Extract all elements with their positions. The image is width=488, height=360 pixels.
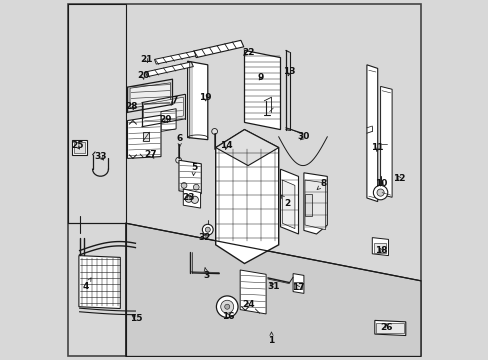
Polygon shape — [292, 274, 303, 293]
Polygon shape — [280, 169, 298, 234]
Text: 1: 1 — [268, 332, 274, 345]
Text: 8: 8 — [317, 179, 326, 189]
Circle shape — [220, 300, 233, 313]
Text: 32: 32 — [198, 233, 210, 242]
Bar — [375, 323, 403, 333]
Text: 5: 5 — [191, 163, 197, 176]
Polygon shape — [79, 256, 120, 309]
Circle shape — [216, 296, 238, 318]
Text: 11: 11 — [371, 143, 383, 152]
Text: 22: 22 — [242, 48, 254, 57]
Bar — [74, 142, 84, 153]
Text: 18: 18 — [374, 246, 387, 255]
Polygon shape — [161, 109, 176, 131]
Text: 19: 19 — [198, 93, 211, 102]
Polygon shape — [305, 180, 325, 230]
Circle shape — [181, 183, 186, 188]
Polygon shape — [366, 65, 377, 202]
Polygon shape — [183, 189, 200, 208]
Polygon shape — [374, 320, 405, 336]
Circle shape — [202, 224, 213, 235]
Circle shape — [211, 129, 217, 134]
Circle shape — [205, 227, 210, 232]
Circle shape — [191, 196, 198, 203]
Polygon shape — [187, 61, 207, 140]
Bar — [294, 282, 302, 289]
Circle shape — [373, 185, 387, 200]
Text: 13: 13 — [283, 68, 295, 77]
Polygon shape — [240, 270, 265, 314]
Text: 4: 4 — [83, 278, 91, 291]
Polygon shape — [127, 115, 161, 158]
Polygon shape — [130, 83, 170, 108]
Polygon shape — [179, 160, 201, 194]
Bar — [304, 194, 311, 216]
Polygon shape — [380, 86, 391, 197]
Text: 12: 12 — [392, 174, 405, 183]
Bar — [142, 132, 149, 141]
Bar — [72, 140, 87, 155]
Circle shape — [175, 157, 181, 163]
Text: 25: 25 — [71, 141, 83, 150]
Text: 16: 16 — [222, 312, 234, 321]
Text: 31: 31 — [266, 282, 279, 291]
Polygon shape — [154, 51, 196, 64]
Text: 21: 21 — [140, 55, 152, 64]
Text: 6: 6 — [176, 134, 183, 147]
Text: 27: 27 — [144, 150, 157, 159]
Text: 15: 15 — [130, 314, 142, 323]
Text: 33: 33 — [94, 152, 106, 161]
Text: 3: 3 — [203, 268, 209, 280]
Text: 30: 30 — [297, 132, 309, 141]
Polygon shape — [282, 180, 294, 229]
Polygon shape — [193, 40, 244, 58]
Polygon shape — [125, 223, 420, 356]
Text: 14: 14 — [220, 141, 232, 150]
Text: 10: 10 — [374, 179, 386, 188]
Text: 9: 9 — [257, 73, 264, 82]
Polygon shape — [143, 97, 183, 123]
Circle shape — [193, 184, 199, 190]
Polygon shape — [145, 62, 193, 77]
Polygon shape — [371, 238, 387, 256]
Polygon shape — [303, 173, 326, 234]
Polygon shape — [215, 130, 278, 264]
Text: 28: 28 — [124, 102, 137, 111]
Bar — [373, 243, 386, 253]
Polygon shape — [215, 130, 278, 166]
Polygon shape — [244, 50, 280, 130]
Text: 29: 29 — [160, 115, 172, 124]
Text: 24: 24 — [241, 300, 254, 309]
Text: 26: 26 — [380, 323, 392, 332]
Text: 7: 7 — [171, 96, 177, 105]
Circle shape — [224, 304, 229, 309]
Circle shape — [185, 195, 192, 202]
Text: 20: 20 — [137, 71, 149, 80]
Text: 17: 17 — [292, 284, 304, 292]
Polygon shape — [68, 4, 125, 223]
Text: 23: 23 — [182, 194, 195, 202]
Circle shape — [376, 189, 384, 196]
Text: 2: 2 — [281, 195, 290, 208]
